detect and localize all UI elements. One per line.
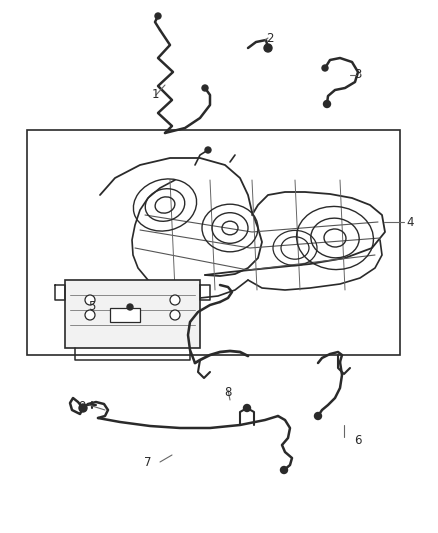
- Circle shape: [155, 13, 161, 19]
- Circle shape: [324, 101, 331, 108]
- Circle shape: [205, 147, 211, 153]
- Circle shape: [170, 310, 180, 320]
- Bar: [27, 130, 400, 355]
- Circle shape: [85, 310, 95, 320]
- Circle shape: [244, 405, 251, 411]
- Text: 6: 6: [354, 433, 362, 447]
- Text: 9: 9: [78, 400, 86, 414]
- Bar: [65, 280, 200, 348]
- Circle shape: [322, 65, 328, 71]
- Text: 4: 4: [406, 215, 414, 229]
- Circle shape: [264, 44, 272, 52]
- Circle shape: [280, 466, 287, 473]
- Text: 7: 7: [144, 456, 152, 469]
- Circle shape: [85, 295, 95, 305]
- Circle shape: [170, 295, 180, 305]
- Text: 8: 8: [224, 386, 232, 400]
- Text: 3: 3: [354, 69, 362, 82]
- Circle shape: [127, 304, 133, 310]
- Circle shape: [79, 404, 87, 412]
- Text: 2: 2: [266, 31, 274, 44]
- Bar: [110, 308, 140, 322]
- Circle shape: [202, 85, 208, 91]
- Text: 5: 5: [88, 301, 95, 313]
- Circle shape: [314, 413, 321, 419]
- Text: 1: 1: [151, 88, 159, 101]
